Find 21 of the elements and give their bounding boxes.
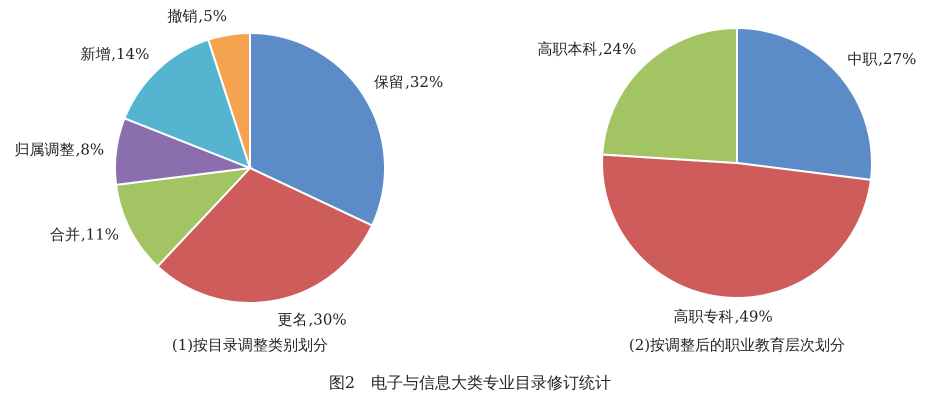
- data-label: ,30%: [308, 310, 347, 328]
- data-label: ,24%: [598, 40, 636, 58]
- slice-label: 保留: [374, 73, 404, 92]
- data-label: ,8%: [76, 140, 104, 159]
- slice-label: 新增: [80, 44, 110, 63]
- data-label: ,14%: [111, 44, 150, 63]
- slice-label: 更名: [278, 310, 308, 328]
- slice-label: 撤销: [167, 6, 198, 25]
- slice-label: 归属调整: [14, 140, 75, 159]
- slice-label: 高职本科: [537, 40, 598, 58]
- slice-label: 高职专科: [674, 307, 734, 326]
- text: (1)按目录调整类别划分: [172, 336, 328, 354]
- data-label: ,32%: [405, 73, 444, 92]
- caption: 图2 电子与信息大类专业目录修订统计: [328, 373, 612, 392]
- data-label: ,11%: [80, 226, 120, 244]
- data-label: ,5%: [198, 6, 228, 25]
- data-label: ,27%: [878, 50, 916, 68]
- slice-label: 合并: [50, 226, 80, 244]
- data-label: ,49%: [734, 307, 773, 326]
- slice-label: 中职: [847, 50, 878, 68]
- text: (2)按调整后的职业教育层次划分: [628, 336, 846, 354]
